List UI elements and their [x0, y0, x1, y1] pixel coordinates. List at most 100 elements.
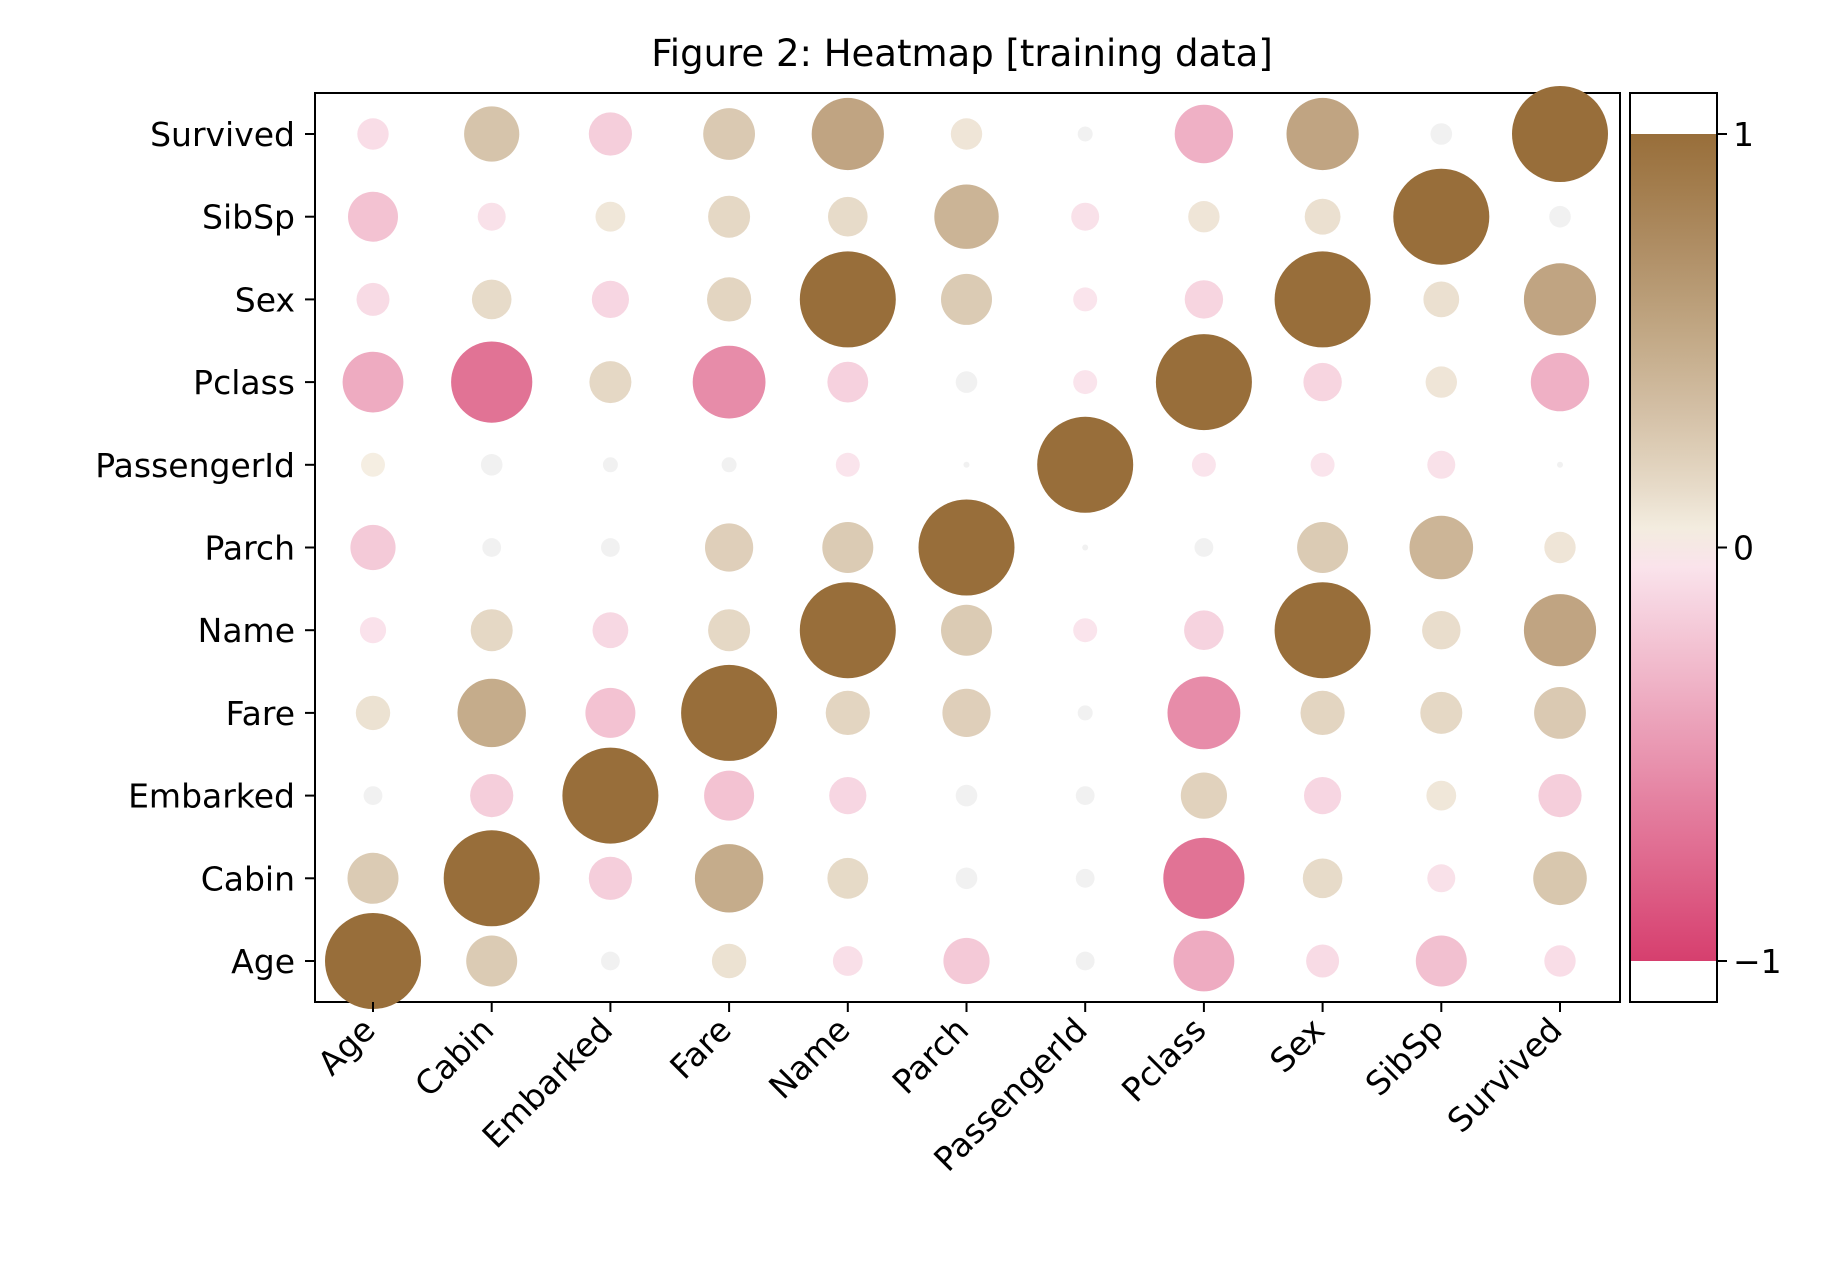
bubble-passengerid-survived — [1557, 461, 1563, 468]
bubble-embarked-fare — [704, 770, 755, 821]
bubble-embarked-parch — [955, 784, 978, 807]
bubble-name-cabin — [470, 609, 513, 652]
y-tick-label: SibSp — [202, 198, 295, 237]
bubble-sex-fare — [707, 277, 752, 322]
bubble-cabin-sibsp — [1427, 864, 1456, 893]
bubble-age-age — [325, 913, 421, 1009]
bubble-embarked-passengerid — [1075, 786, 1095, 805]
bubble-parch-fare — [705, 523, 754, 572]
bubble-embarked-age — [363, 786, 383, 805]
bubble-cabin-age — [347, 852, 399, 904]
bubble-pclass-age — [342, 351, 404, 413]
bubble-sex-sex — [1274, 251, 1371, 348]
bubble-passengerid-sex — [1310, 452, 1335, 477]
bubble-embarked-cabin — [470, 774, 514, 818]
y-tick-label: Name — [198, 611, 295, 650]
bubble-age-embarked — [601, 951, 620, 971]
bubble-pclass-sibsp — [1425, 366, 1458, 398]
x-tick-label: Age — [310, 1010, 383, 1083]
bubble-fare-parch — [942, 688, 991, 738]
bubble-sibsp-embarked — [595, 201, 626, 232]
bubble-cabin-sex — [1302, 858, 1343, 899]
colorbar: 1 0 −1 — [1629, 92, 1782, 1003]
bubble-passengerid-pclass — [1191, 452, 1216, 477]
y-tick-label: Fare — [226, 694, 295, 733]
x-tick-label: SibSp — [1358, 1010, 1451, 1103]
bubble-parch-cabin — [482, 538, 502, 557]
bubble-survived-name — [811, 97, 884, 171]
bubble-cabin-pclass — [1163, 837, 1245, 919]
bubble-pclass-parch — [955, 371, 978, 393]
bubble-age-passengerid — [1075, 951, 1095, 971]
bubble-passengerid-fare — [721, 457, 737, 473]
bubble-age-parch — [943, 937, 990, 985]
bubble-name-sibsp — [1422, 611, 1461, 650]
chart-title: Figure 2: Heatmap [training data] — [651, 32, 1273, 75]
bubble-fare-sibsp — [1420, 691, 1463, 734]
bubble-sex-passengerid — [1073, 287, 1098, 312]
bubble-age-survived — [1544, 945, 1576, 977]
x-tick-label: Cabin — [407, 1010, 501, 1104]
bubble-age-pclass — [1173, 930, 1235, 992]
bubble-survived-embarked — [588, 112, 633, 156]
colorbar-gradient — [1630, 134, 1717, 961]
bubble-parch-parch — [918, 499, 1015, 596]
x-tick-label: Fare — [662, 1010, 739, 1087]
x-tick-label: Parch — [885, 1010, 977, 1102]
bubble-fare-embarked — [585, 687, 636, 738]
bubble-sibsp-sibsp — [1393, 168, 1490, 265]
bubble-survived-fare — [703, 108, 755, 160]
bubble-name-fare — [708, 609, 751, 652]
bubble-name-survived — [1523, 594, 1597, 667]
bubble-cabin-cabin — [443, 830, 540, 927]
bubble-pclass-pclass — [1155, 334, 1252, 431]
y-tick-label: PassengerId — [95, 446, 295, 485]
bubble-pclass-name — [827, 361, 869, 403]
x-tick-label: Sex — [1262, 1010, 1332, 1080]
bubble-cabin-embarked — [588, 856, 633, 900]
bubble-fare-passengerid — [1077, 705, 1093, 721]
bubble-cabin-name — [827, 857, 869, 899]
bubble-name-age — [359, 617, 387, 644]
bubble-passengerid-sibsp — [1427, 450, 1456, 479]
bubble-fare-age — [355, 695, 391, 731]
bubble-survived-pclass — [1174, 104, 1234, 164]
bubble-pclass-passengerid — [1073, 370, 1098, 395]
bubble-parch-sibsp — [1409, 515, 1474, 580]
bubble-age-name — [832, 946, 863, 976]
bubble-embarked-embarked — [562, 747, 659, 844]
bubble-sibsp-passengerid — [1071, 202, 1100, 231]
bubble-survived-passengerid — [1077, 126, 1093, 142]
bubble-survived-cabin — [464, 106, 520, 162]
bubble-parch-embarked — [601, 538, 620, 557]
bubble-pclass-cabin — [451, 341, 533, 423]
colorbar-tick-label: 0 — [1733, 529, 1754, 568]
bubble-embarked-sex — [1304, 777, 1342, 815]
bubble-age-fare — [711, 943, 747, 979]
bubble-embarked-pclass — [1180, 772, 1227, 819]
bubble-fare-cabin — [457, 678, 526, 748]
bubble-sex-sibsp — [1423, 281, 1460, 318]
bubble-embarked-sibsp — [1426, 780, 1457, 811]
y-tick-label: Parch — [204, 529, 295, 568]
bubble-sibsp-cabin — [477, 202, 506, 231]
bubble-parch-age — [350, 524, 396, 571]
bubble-cabin-fare — [694, 844, 764, 913]
bubble-parch-name — [822, 522, 874, 573]
bubble-parch-passengerid — [1082, 544, 1089, 551]
bubble-cabin-parch — [955, 867, 978, 890]
bubble-cabin-passengerid — [1075, 868, 1095, 888]
y-tick-label: Survived — [150, 115, 295, 154]
bubble-fare-pclass — [1167, 676, 1241, 750]
bubble-name-sex — [1274, 582, 1371, 679]
bubble-embarked-name — [829, 777, 867, 815]
bubble-fare-fare — [681, 664, 778, 761]
bubble-sibsp-parch — [934, 184, 999, 249]
bubble-fare-sex — [1300, 690, 1345, 736]
bubble-name-parch — [941, 604, 992, 656]
y-tick-label: Age — [231, 942, 295, 981]
bubble-fare-name — [825, 690, 870, 736]
